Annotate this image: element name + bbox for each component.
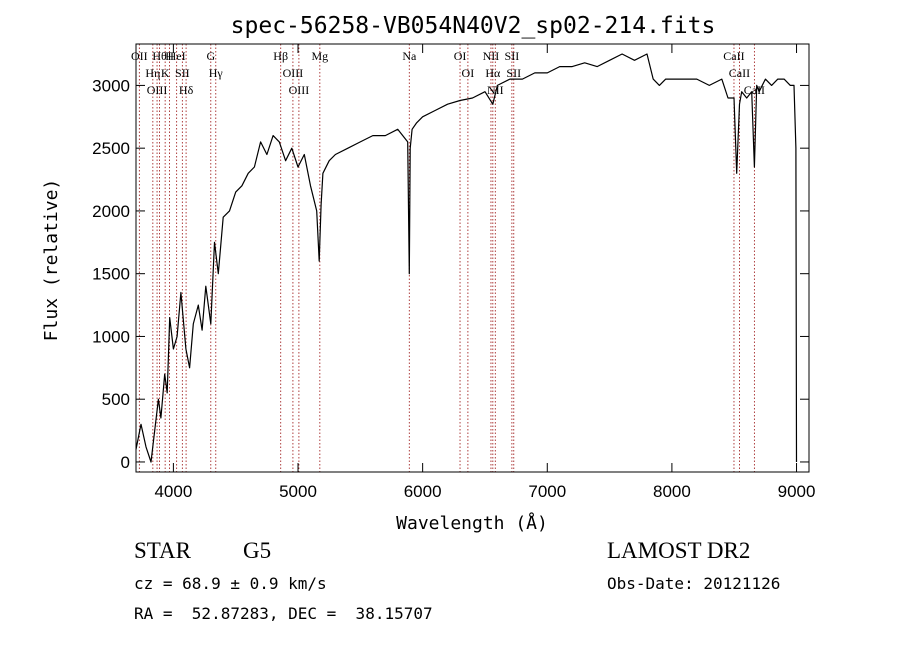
class-label: STAR — [134, 538, 191, 563]
x-axis-label: Wavelength (Å) — [396, 512, 548, 534]
line-marker-label: Hθ — [152, 49, 167, 63]
y-tick-label: 0 — [121, 453, 130, 472]
y-tick-label: 500 — [102, 390, 130, 409]
chart-title: spec-56258-VB054N40V2_sp02-214.fits — [231, 13, 716, 39]
line-marker-label: G — [206, 49, 215, 63]
line-marker-label: NII — [487, 83, 504, 97]
line-marker-label: Hδ — [179, 83, 194, 97]
line-marker-label: SII — [506, 66, 521, 80]
line-marker-label: Hβ — [273, 49, 288, 63]
line-marker-label: OI — [454, 49, 467, 63]
line-marker-label: OIII — [283, 66, 304, 80]
y-axis-label: Flux (relative) — [41, 179, 62, 342]
survey-label: LAMOST DR2 — [607, 538, 751, 563]
y-tick-label: 3000 — [92, 76, 130, 95]
plot-frame — [135, 43, 810, 473]
x-tick-label: 4000 — [154, 482, 192, 501]
y-tick-label: 1000 — [92, 327, 130, 346]
spectral-line-markers — [138, 44, 755, 472]
line-marker-label: OIII — [147, 83, 168, 97]
line-marker-label: Hγ — [209, 66, 224, 80]
coords-text: RA = 52.87283, DEC = 38.15707 — [134, 604, 433, 623]
redshift-text: cz = 68.9 ± 0.9 km/s — [134, 574, 327, 593]
x-axis-ticks: 4000 5000 6000 7000 8000 9000 — [154, 44, 815, 501]
line-marker-label: NII — [483, 49, 500, 63]
line-marker-label: SII — [175, 66, 190, 80]
line-marker-label: CaII — [723, 49, 744, 63]
line-marker-label: OII — [131, 49, 148, 63]
y-tick-label: 1500 — [92, 265, 130, 284]
line-marker-label: H — [165, 49, 174, 63]
y-tick-label: 2500 — [92, 139, 130, 158]
line-marker-label: Mg — [311, 49, 328, 63]
y-axis-ticks: 0 500 1000 1500 2000 2500 3000 — [92, 76, 809, 472]
line-marker-label: Hα — [485, 66, 501, 80]
line-marker-label: CaII — [729, 66, 750, 80]
line-marker-label: OIII — [289, 83, 310, 97]
line-marker-label: K — [161, 66, 170, 80]
line-marker-label: SII — [505, 49, 520, 63]
x-tick-label: 7000 — [528, 482, 566, 501]
x-tick-label: 5000 — [279, 482, 317, 501]
line-marker-label: Na — [402, 49, 417, 63]
x-tick-label: 6000 — [404, 482, 442, 501]
obs-date-text: Obs-Date: 20121126 — [607, 574, 781, 593]
line-marker-label: OI — [462, 66, 475, 80]
line-marker-label: HeI — [168, 49, 186, 63]
x-tick-label: 9000 — [778, 482, 816, 501]
line-marker-label: CaII — [744, 83, 765, 97]
x-tick-label: 8000 — [653, 482, 691, 501]
line-marker-label: Hη — [145, 66, 160, 80]
subclass-label: G5 — [243, 538, 272, 563]
spectrum-line — [135, 53, 798, 463]
y-tick-label: 2000 — [92, 202, 130, 221]
